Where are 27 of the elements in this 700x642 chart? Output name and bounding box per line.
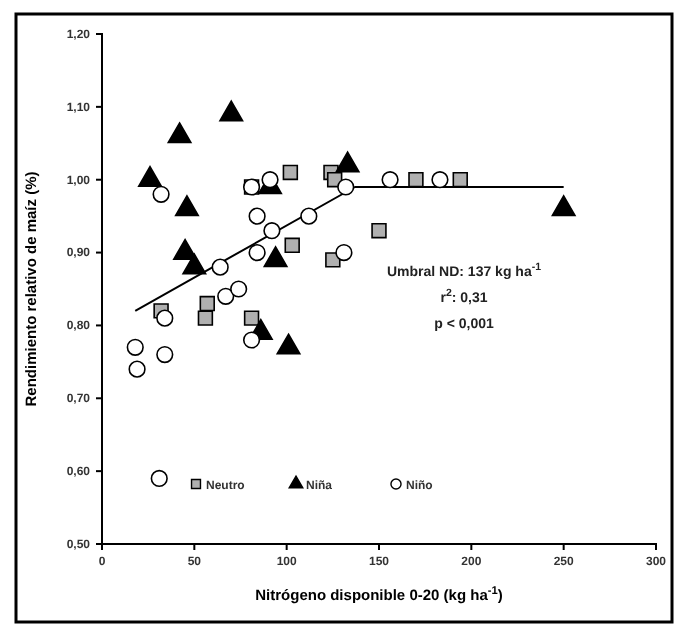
- point: [276, 333, 301, 355]
- point: [284, 237, 300, 254]
- point: [263, 246, 288, 268]
- point: [408, 171, 424, 188]
- point: [211, 258, 229, 276]
- point: [452, 171, 468, 188]
- point: [300, 207, 318, 225]
- point: [137, 165, 163, 188]
- point: [182, 253, 207, 275]
- point: [128, 360, 146, 378]
- point: [248, 207, 266, 225]
- point: [243, 310, 260, 326]
- point: [167, 122, 192, 144]
- point: [261, 171, 279, 189]
- point: [551, 195, 576, 217]
- point: [242, 331, 261, 349]
- point: [156, 309, 174, 327]
- point: [282, 164, 299, 181]
- point: [335, 151, 360, 173]
- point: [219, 100, 244, 122]
- point: [199, 295, 215, 312]
- point: [263, 222, 281, 240]
- point: [197, 310, 214, 326]
- point: [337, 178, 355, 196]
- point: [371, 222, 387, 239]
- point: [174, 195, 200, 217]
- point: [335, 243, 353, 262]
